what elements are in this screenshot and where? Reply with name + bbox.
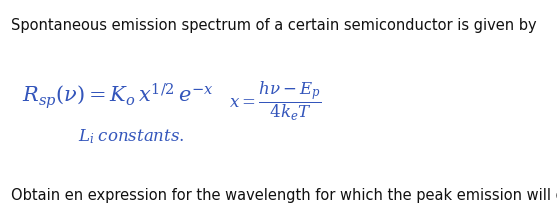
Text: $L_i \; constants.$: $L_i \; constants.$ — [77, 127, 184, 146]
Text: Spontaneous emission spectrum of a certain semiconductor is given by: Spontaneous emission spectrum of a certa… — [11, 18, 536, 33]
Text: $\mathit{R}_{sp}(\nu) = \mathit{K}_o\, \mathit{x}^{1/2}\, e^{-x}$: $\mathit{R}_{sp}(\nu) = \mathit{K}_o\, \… — [22, 82, 214, 111]
Text: Obtain en expression for the wavelength for which the peak emission will ocur.: Obtain en expression for the wavelength … — [11, 188, 557, 203]
Text: $\mathit{x} = \dfrac{h\nu - E_p}{4k_eT}$: $\mathit{x} = \dfrac{h\nu - E_p}{4k_eT}$ — [229, 79, 322, 122]
